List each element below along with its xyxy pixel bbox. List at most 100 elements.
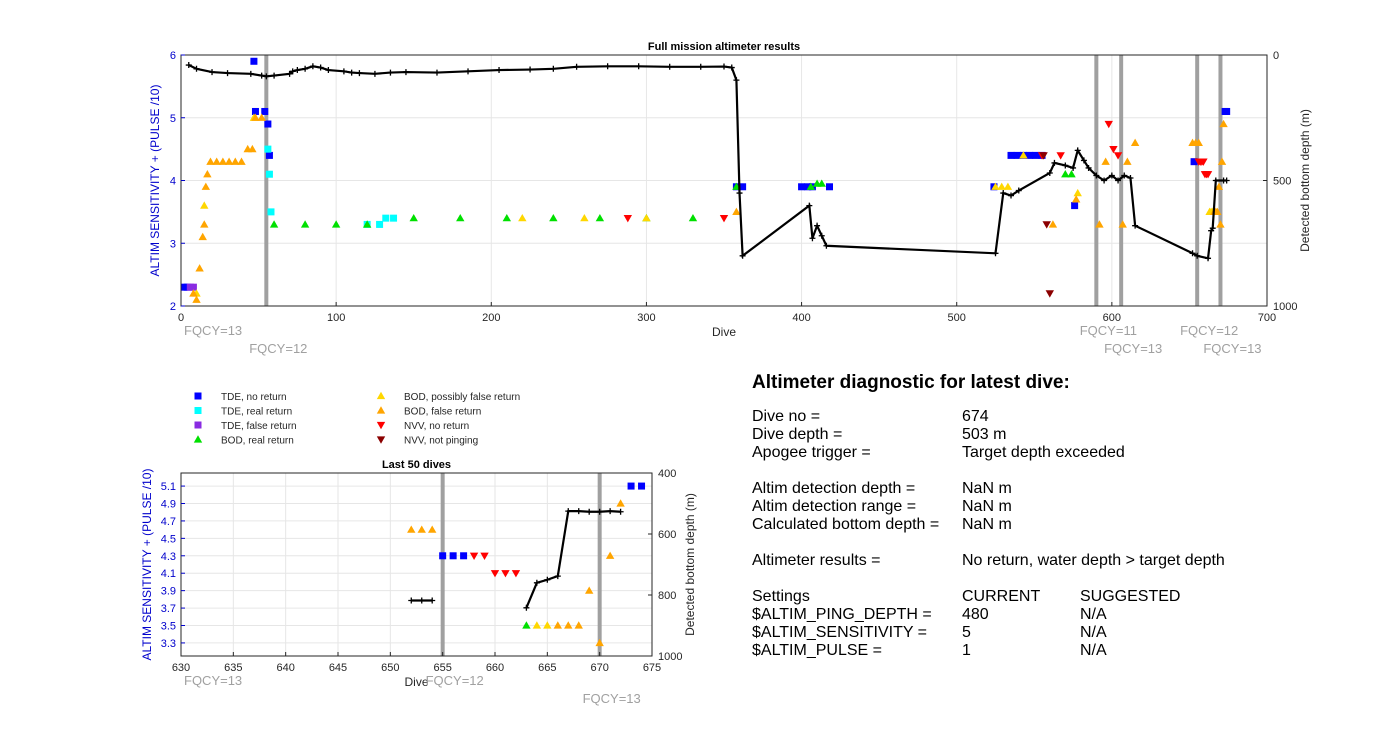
- plot-frame: [180, 472, 653, 657]
- legend-marker: [376, 436, 386, 444]
- data-marker: [1217, 157, 1227, 165]
- dive-no-row: Dive no = 674: [752, 408, 1372, 426]
- fqcy-label: FQCY=12: [426, 673, 484, 688]
- depth-point: [1101, 177, 1108, 184]
- y2-tick-label: 400: [658, 468, 676, 480]
- depth-point: [271, 72, 278, 79]
- depth-point: [818, 232, 825, 239]
- data-marker: [502, 213, 511, 222]
- depth-point: [418, 597, 425, 604]
- data-marker: [1104, 120, 1113, 129]
- data-marker: [1194, 138, 1203, 146]
- x-tick-label: 660: [486, 662, 504, 674]
- diagnostic-panel: Altimeter diagnostic for latest dive: Di…: [752, 372, 1372, 660]
- data-marker: [362, 220, 372, 228]
- depth-point: [1046, 169, 1053, 176]
- data-marker: [1042, 221, 1051, 229]
- depth-point: [1209, 225, 1216, 232]
- y2-tick-label: 0: [1273, 50, 1279, 62]
- chart-last-50: 630 635 640 645 650 655 660 665 670 675 3.3 3.5 3.7 3…: [140, 459, 697, 706]
- data-marker: [417, 525, 426, 533]
- data-marker: [390, 214, 398, 222]
- data-marker: [1056, 152, 1065, 160]
- depth-trace-line: [525, 510, 621, 609]
- depth-point: [666, 63, 673, 70]
- data-marker: [585, 586, 594, 594]
- apogee-row: Apogee trigger = Target depth exceeded: [752, 444, 1372, 462]
- depth-point: [302, 65, 309, 72]
- data-marker: [264, 120, 272, 128]
- data-marker: [264, 145, 272, 153]
- diagnostic-title: Altimeter diagnostic for latest dive:: [752, 372, 1070, 393]
- depth-point: [721, 63, 727, 70]
- data-marker: [200, 201, 209, 209]
- y-tick-label: 3.9: [161, 586, 176, 598]
- x-tick-label: 630: [172, 662, 190, 674]
- data-marker: [543, 621, 552, 629]
- depth-point: [429, 597, 436, 604]
- fqcy-label: FQCY=12: [249, 341, 307, 356]
- data-marker: [189, 289, 198, 297]
- data-marker: [1199, 158, 1208, 166]
- data-marker: [638, 482, 646, 490]
- x-tick-label: 650: [381, 662, 399, 674]
- pulse-row: $ALTIM_PULSE = 1 N/A: [752, 642, 1372, 660]
- data-marker: [206, 157, 215, 165]
- data-marker: [1223, 107, 1231, 115]
- sensitivity-row: $ALTIM_SENSITIVITY = 5 N/A: [752, 624, 1372, 642]
- depth-point: [544, 576, 551, 583]
- spacer: [752, 570, 1372, 588]
- data-marker: [518, 213, 527, 222]
- depth-point: [1070, 164, 1077, 171]
- data-marker: [1213, 207, 1222, 216]
- legend-label: TDE, real return: [221, 407, 292, 418]
- data-marker: [269, 220, 279, 228]
- depth-point: [523, 604, 530, 611]
- y2-tick-label: 600: [658, 529, 676, 541]
- depth-point: [728, 64, 735, 71]
- data-marker: [564, 621, 573, 629]
- legend-marker: [194, 392, 202, 400]
- y-tick-label: 3.7: [161, 603, 176, 615]
- data-marker: [449, 552, 457, 560]
- depth-point: [617, 508, 624, 515]
- depth-point: [387, 69, 394, 76]
- depth-point: [1212, 177, 1219, 184]
- x-tick-label: 670: [590, 662, 608, 674]
- data-marker: [825, 183, 833, 191]
- data-marker: [218, 157, 228, 165]
- depth-point: [635, 63, 642, 70]
- data-marker: [991, 182, 1000, 190]
- data-marker: [456, 213, 465, 222]
- data-marker: [732, 207, 741, 216]
- depth-point: [465, 68, 472, 75]
- data-marker: [1190, 158, 1198, 166]
- data-marker: [616, 499, 625, 507]
- legend-label: TDE, false return: [221, 421, 297, 432]
- depth-point: [1115, 177, 1122, 184]
- data-marker: [257, 113, 266, 121]
- data-marker: [1130, 138, 1140, 146]
- data-marker: [580, 213, 589, 222]
- x-axis-label: Dive: [404, 675, 428, 689]
- detection-depth-value: NaN m: [962, 480, 1012, 497]
- data-marker: [248, 144, 257, 153]
- data-marker: [1067, 170, 1076, 178]
- x-tick-label: 300: [637, 312, 655, 324]
- dive-depth-row: Dive depth = 503 m: [752, 426, 1372, 444]
- x-tick-label: 675: [643, 662, 661, 674]
- legend-marker: [376, 406, 386, 414]
- depth-point: [289, 68, 296, 75]
- y-axis-label: ALTIM SENSITIVITY + (PULSE /10): [140, 469, 154, 661]
- depth-point: [533, 579, 540, 586]
- data-marker: [642, 213, 651, 222]
- data-marker: [1219, 119, 1228, 128]
- fqcy-label: FQCY=13: [583, 691, 641, 706]
- y2-tick-label: 1000: [658, 651, 682, 663]
- data-marker: [627, 482, 635, 490]
- fqcy-label: FQCY=13: [1203, 341, 1261, 356]
- data-marker: [522, 621, 531, 629]
- data-marker: [511, 570, 521, 578]
- data-marker: [605, 551, 615, 559]
